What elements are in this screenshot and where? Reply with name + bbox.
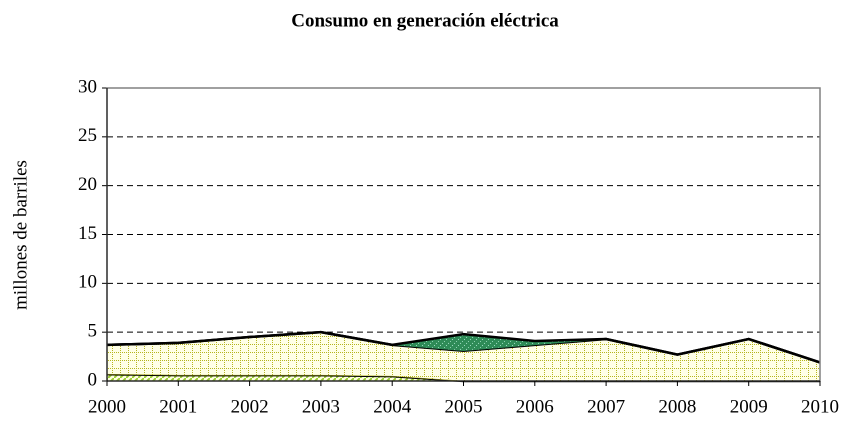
y-tick-label: 30 (78, 76, 97, 97)
x-tick-label: 2006 (516, 396, 554, 417)
x-tick-label: 2003 (302, 396, 340, 417)
x-tick-label: 2005 (445, 396, 483, 417)
x-tick-label: 2008 (658, 396, 696, 417)
chart-title: Consumo en generación eléctrica (291, 10, 559, 31)
x-tick-label: 2000 (88, 396, 126, 417)
y-axis-label: millones de barriles (10, 160, 31, 310)
y-tick-label: 25 (78, 125, 97, 146)
area-edge (106, 330, 821, 364)
y-tick-label: 15 (78, 223, 97, 244)
y-tick-label: 0 (88, 369, 98, 390)
y-tick-label: 10 (78, 272, 97, 293)
y-tick-label: 20 (78, 174, 97, 195)
x-tick-label: 2004 (373, 396, 412, 417)
x-tick-label: 2002 (231, 396, 269, 417)
y-tick-label: 5 (88, 321, 98, 342)
x-tick-label: 2007 (587, 396, 625, 417)
x-tick-label: 2010 (801, 396, 839, 417)
x-tick-label: 2009 (730, 396, 768, 417)
x-tick-label: 2001 (159, 396, 197, 417)
